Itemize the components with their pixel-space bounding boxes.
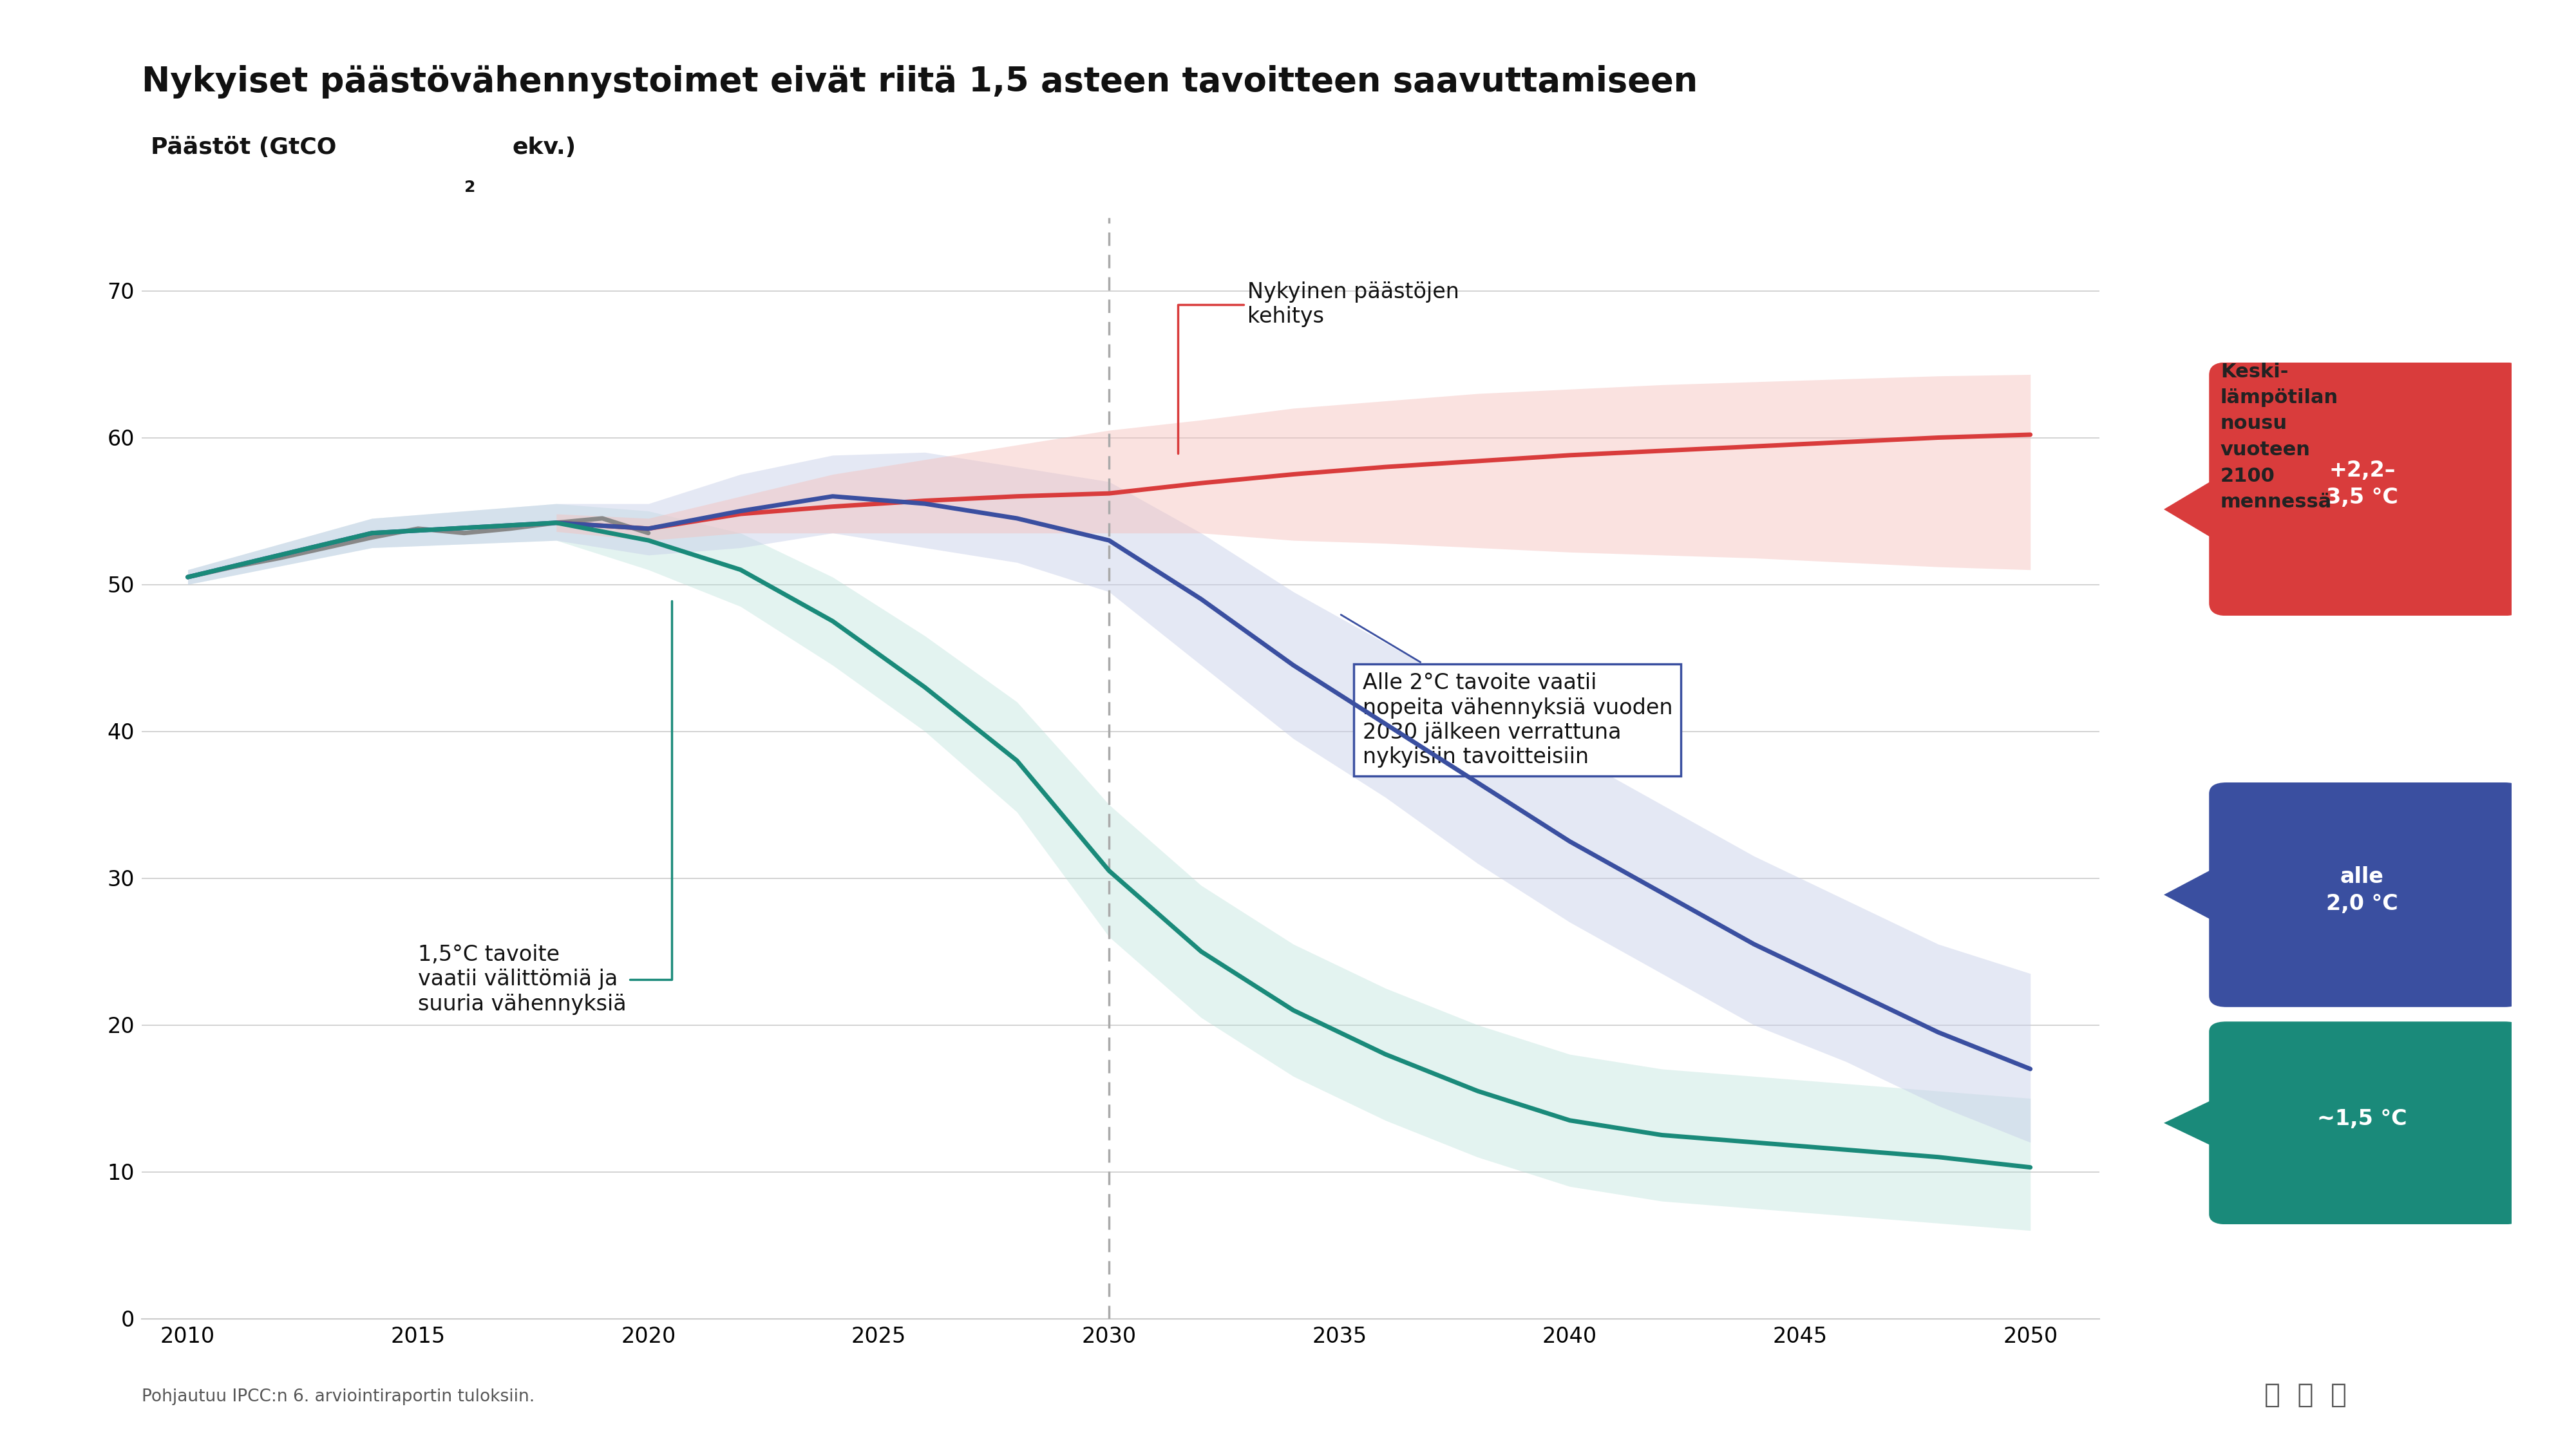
FancyBboxPatch shape bbox=[2210, 362, 2522, 616]
Text: Päästöt (GtCO: Päästöt (GtCO bbox=[152, 136, 337, 158]
Text: +2,2–
3,5 °C: +2,2– 3,5 °C bbox=[2326, 459, 2398, 509]
Text: 2: 2 bbox=[464, 180, 477, 196]
FancyBboxPatch shape bbox=[2210, 782, 2522, 1007]
Text: Nykyinen päästöjen
kehitys: Nykyinen päästöjen kehitys bbox=[1177, 281, 1458, 454]
Polygon shape bbox=[2164, 464, 2241, 555]
Polygon shape bbox=[2164, 1087, 2241, 1159]
Text: ekv.): ekv.) bbox=[513, 136, 577, 158]
Text: alle
2,0 °C: alle 2,0 °C bbox=[2326, 867, 2398, 914]
Text: Keski-
lämpötilan
nousu
vuoteen
2100
mennessä: Keski- lämpötilan nousu vuoteen 2100 men… bbox=[2221, 362, 2339, 511]
Text: ~1,5 °C: ~1,5 °C bbox=[2316, 1108, 2406, 1130]
FancyBboxPatch shape bbox=[2210, 1022, 2522, 1224]
Text: Alle 2°C tavoite vaatii
nopeita vähennyksiä vuoden
2030 jälkeen verrattuna
nykyi: Alle 2°C tavoite vaatii nopeita vähennyk… bbox=[1342, 614, 1672, 768]
Text: 1,5°C tavoite
vaatii välittömiä ja
suuria vähennyksiä: 1,5°C tavoite vaatii välittömiä ja suuri… bbox=[417, 601, 672, 1014]
Text: ⓒ  ⓘ  ⓢ: ⓒ ⓘ ⓢ bbox=[2264, 1381, 2347, 1408]
Polygon shape bbox=[2164, 855, 2241, 935]
Text: Nykyiset päästövähennystoimet eivät riitä 1,5 asteen tavoitteen saavuttamiseen: Nykyiset päästövähennystoimet eivät riit… bbox=[142, 65, 1698, 99]
Text: Pohjautuu IPCC:n 6. arviointiraportin tuloksiin.: Pohjautuu IPCC:n 6. arviointiraportin tu… bbox=[142, 1388, 536, 1406]
